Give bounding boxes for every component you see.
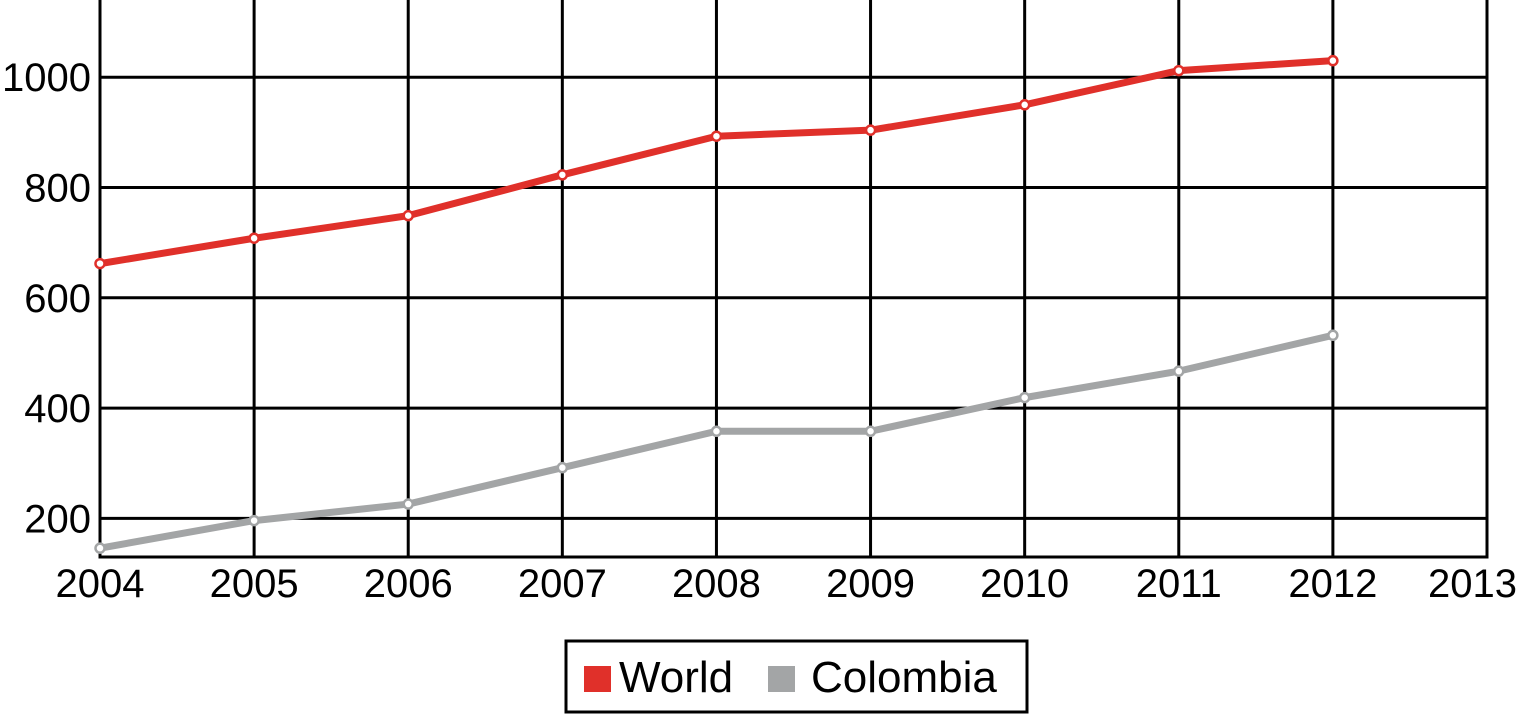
grid [98,0,1489,559]
data-point-world [556,169,569,181]
data-point-colombia [1327,329,1339,342]
x-tick-label: 2005 [210,562,299,606]
x-tick-label: 2004 [56,562,145,606]
data-point-world [402,209,414,222]
x-tick-label: 2012 [1288,562,1377,606]
data-point-colombia [94,542,106,554]
data-point-colombia [1018,391,1031,404]
data-point-world [248,232,260,244]
x-axis-tick-labels: 2004 2005 2006 2007 2008 2009 2010 2011 2012 2013 [56,562,1517,606]
series-world [94,54,1339,270]
legend-label-colombia: Colombia [811,653,997,702]
y-tick-label: 800 [24,167,91,211]
y-axis-tick-labels: 200 400 600 800 1000 [2,56,91,541]
data-point-colombia [402,498,414,510]
y-tick-label: 600 [24,277,91,321]
x-tick-label: 2011 [1136,562,1222,606]
data-point-colombia [710,425,723,438]
x-tick-label: 2010 [980,562,1069,606]
x-tick-label: 2013 [1428,562,1517,606]
data-point-world [1327,54,1339,67]
x-tick-label: 2008 [672,562,761,606]
data-point-world [864,124,877,136]
legend-swatch-colombia [768,666,795,692]
x-tick-label: 2009 [826,562,915,606]
legend-box [564,639,1029,714]
data-point-world [1173,64,1185,77]
legend: World Colombia [564,639,1029,714]
x-tick-label: 2006 [364,562,453,606]
legend-swatch-world [584,666,611,692]
y-tick-label: 200 [24,497,91,541]
data-point-world [1018,99,1031,111]
series-colombia [94,329,1339,554]
y-tick-label: 400 [24,387,91,431]
data-point-colombia [864,425,877,438]
x-tick-label: 2007 [518,562,607,606]
data-point-colombia [248,514,260,527]
y-tick-label: 1000 [2,56,91,100]
data-point-world [94,257,106,270]
series-lines [94,54,1339,554]
legend-label-world: World [619,653,733,702]
data-point-colombia [1173,365,1185,377]
data-point-world [710,130,723,142]
data-point-colombia [556,461,569,474]
